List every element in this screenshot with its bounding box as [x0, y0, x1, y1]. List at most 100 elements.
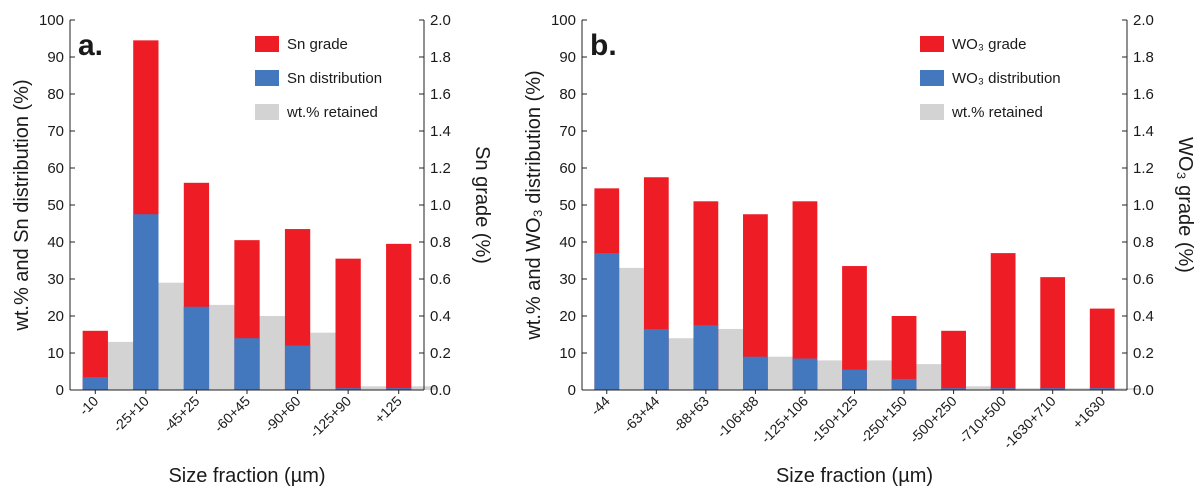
left-tick-label: 60 — [559, 160, 576, 177]
right-tick-label: 0.0 — [430, 382, 451, 399]
bar-distribution — [743, 356, 768, 390]
legend-label: Sn distribution — [287, 70, 382, 87]
x-tick-label: -125+90 — [306, 393, 354, 441]
x-tick-label: -250+150 — [857, 393, 911, 447]
left-tick-label: 20 — [47, 308, 64, 325]
bar-distribution — [842, 369, 867, 390]
chart-panel-1: 0 10 20 30 40 50 60 70 80 90 100 0.0 0.2 0.4 0.6 0.8 1.0… — [11, 12, 493, 487]
bar-grade — [891, 316, 917, 390]
bar-distribution — [941, 388, 966, 390]
bar-wt-retained — [257, 316, 286, 390]
bar-distribution — [82, 377, 108, 390]
right-tick-label: 0.8 — [1133, 234, 1154, 251]
right-tick-label: 1.2 — [430, 160, 451, 177]
x-tick-label: -90+60 — [261, 393, 304, 436]
left-tick-label: 0 — [56, 382, 64, 399]
left-tick-label: 20 — [559, 308, 576, 325]
bar-distribution — [284, 345, 311, 390]
legend-swatch — [255, 36, 279, 52]
right-tick-label: 0.6 — [430, 271, 451, 288]
right-tick-label: 0.8 — [430, 234, 451, 251]
legend-swatch — [255, 104, 279, 120]
legend-label: wt.% retained — [286, 104, 378, 121]
right-tick-label: 1.8 — [430, 49, 451, 66]
left-tick-label: 100 — [39, 12, 64, 29]
left-axis-title: wt.% and Sn distribution (%) — [11, 79, 33, 331]
left-tick-label: 100 — [551, 12, 576, 29]
right-tick-label: 1.0 — [430, 197, 451, 214]
legend-label: wt.% retained — [951, 104, 1043, 121]
legend-swatch — [920, 104, 944, 120]
x-tick-label: -45+25 — [160, 393, 203, 436]
bar-grade — [1040, 277, 1066, 390]
bar-distribution — [891, 378, 917, 390]
legend-swatch — [920, 36, 944, 52]
right-tick-label: 2.0 — [1133, 12, 1154, 29]
bar-distribution — [183, 306, 210, 390]
bar-distribution — [1089, 388, 1115, 390]
x-tick-label: -150+125 — [807, 393, 861, 447]
bar-wt-retained — [408, 386, 438, 390]
bar-distribution — [594, 253, 620, 390]
left-tick-label: 50 — [559, 197, 576, 214]
x-tick-label: -25+10 — [110, 393, 153, 436]
right-tick-label: 1.2 — [1133, 160, 1154, 177]
x-tick-label: -1630+710 — [1000, 393, 1059, 452]
right-tick-label: 1.6 — [1133, 86, 1154, 103]
right-axis-title: WO₃ grade (%) — [1174, 137, 1196, 273]
x-tick-label: -63+44 — [620, 393, 663, 436]
bar-distribution — [335, 388, 361, 390]
left-tick-label: 10 — [47, 345, 64, 362]
x-tick-label: +1630 — [1069, 393, 1108, 432]
x-axis-title: Size fraction (µm) — [168, 465, 325, 487]
bar-grade — [842, 266, 867, 390]
x-tick-label: -88+63 — [670, 393, 713, 436]
bar-wt-retained — [1013, 388, 1041, 390]
left-tick-label: 10 — [559, 345, 576, 362]
right-tick-label: 0.4 — [430, 308, 451, 325]
right-tick-label: 1.4 — [1133, 123, 1154, 140]
legend-swatch — [255, 70, 279, 86]
bar-grade — [386, 243, 412, 390]
panel-label: a. — [78, 29, 103, 62]
bar-distribution — [386, 388, 412, 390]
left-tick-label: 70 — [559, 123, 576, 140]
bar-wt-retained — [864, 360, 893, 390]
right-tick-label: 0.2 — [1133, 345, 1154, 362]
bar-wt-retained — [765, 356, 794, 390]
x-tick-label: -106+88 — [714, 393, 762, 441]
bar-wt-retained — [358, 386, 387, 390]
right-tick-label: 1.0 — [1133, 197, 1154, 214]
legend-label: WO₃ distribution — [952, 70, 1061, 87]
right-tick-label: 2.0 — [430, 12, 451, 29]
right-tick-label: 0.2 — [430, 345, 451, 362]
left-tick-label: 90 — [559, 49, 576, 66]
right-tick-label: 1.8 — [1133, 49, 1154, 66]
x-axis-title: Size fraction (µm) — [776, 465, 933, 487]
x-tick-label: -60+45 — [211, 393, 254, 436]
left-tick-label: 90 — [47, 49, 64, 66]
bar-distribution — [1040, 388, 1066, 390]
bar-distribution — [693, 325, 719, 390]
bar-wt-retained — [814, 360, 843, 390]
left-tick-label: 60 — [47, 160, 64, 177]
bar-wt-retained — [666, 338, 694, 390]
legend-label: WO₃ grade — [952, 36, 1026, 53]
bar-wt-retained — [105, 341, 134, 390]
left-axis-title: wt.% and WO₃ distribution (%) — [523, 70, 545, 340]
x-tick-label: -10 — [76, 393, 102, 419]
bar-wt-retained — [616, 267, 645, 390]
bar-wt-retained — [715, 328, 744, 390]
x-tick-label: -500+250 — [906, 393, 960, 447]
legend-swatch — [920, 70, 944, 86]
right-tick-label: 0.6 — [1133, 271, 1154, 288]
left-tick-label: 30 — [559, 271, 576, 288]
bar-distribution — [792, 358, 818, 390]
bar-distribution — [643, 328, 669, 390]
bar-wt-retained — [307, 332, 337, 390]
bar-distribution — [234, 338, 260, 390]
bar-wt-retained — [206, 304, 235, 390]
left-tick-label: 80 — [559, 86, 576, 103]
left-tick-label: 0 — [568, 382, 576, 399]
left-tick-label: 30 — [47, 271, 64, 288]
